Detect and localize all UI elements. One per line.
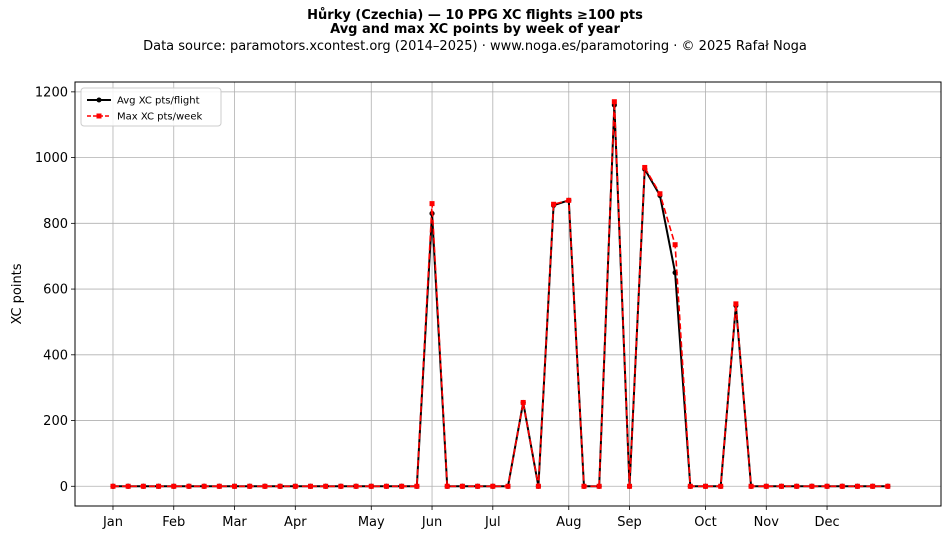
- data-point: [551, 201, 557, 207]
- data-point: [566, 197, 572, 203]
- series-line: [112, 104, 888, 488]
- data-point: [535, 483, 541, 489]
- x-tick-label: Nov: [754, 515, 780, 530]
- x-tick-label: Oct: [694, 515, 716, 530]
- axes: 0 200 400 600 800 1000 1200 Jan Feb Mar Apr May Jun J…: [35, 85, 840, 530]
- legend-marker: [96, 113, 102, 119]
- legend-marker: [96, 97, 102, 103]
- data-point: [140, 483, 146, 489]
- data-point: [627, 483, 633, 489]
- data-point: [110, 483, 116, 489]
- y-tick-label: 1000: [35, 151, 68, 166]
- y-tick-label: 600: [43, 283, 68, 298]
- data-point: [763, 483, 769, 489]
- data-point: [490, 483, 496, 489]
- data-point: [444, 483, 450, 489]
- series-layer: [110, 99, 891, 489]
- data-point: [414, 483, 420, 489]
- y-tick-label: 1200: [35, 85, 68, 100]
- x-tick-label: Jan: [102, 515, 123, 530]
- data-point: [262, 483, 268, 489]
- data-point: [718, 483, 724, 489]
- data-point: [323, 483, 329, 489]
- data-point: [307, 483, 313, 489]
- y-tick-label: 200: [43, 414, 68, 429]
- data-point: [794, 483, 800, 489]
- data-point: [885, 483, 891, 489]
- data-point: [581, 483, 587, 489]
- data-point: [611, 99, 617, 105]
- x-tick-label: May: [358, 515, 385, 530]
- chart-subtitle: Data source: paramotors.xcontest.org (20…: [143, 39, 807, 54]
- data-point: [277, 483, 283, 489]
- data-point: [672, 242, 678, 248]
- data-point: [353, 483, 359, 489]
- y-tick-label: 800: [43, 217, 68, 232]
- x-tick-label: Mar: [222, 515, 247, 530]
- legend: Avg XC pts/flight Max XC pts/week: [80, 87, 222, 127]
- data-point: [854, 483, 860, 489]
- data-point: [429, 201, 435, 207]
- data-point: [475, 483, 481, 489]
- y-tick-label: 0: [60, 480, 68, 495]
- data-point: [232, 483, 238, 489]
- data-point: [870, 483, 876, 489]
- x-tick-label: Apr: [284, 515, 307, 530]
- data-point: [687, 483, 693, 489]
- data-point: [399, 483, 405, 489]
- data-point: [383, 483, 389, 489]
- data-point: [171, 483, 177, 489]
- data-point: [642, 164, 648, 170]
- data-point: [703, 483, 709, 489]
- data-point: [292, 483, 298, 489]
- x-tick-label: Aug: [556, 515, 581, 530]
- y-axis-label: XC points: [10, 263, 25, 324]
- data-point: [520, 399, 526, 405]
- data-point: [733, 301, 739, 307]
- data-point: [809, 483, 815, 489]
- x-tick-label: Dec: [814, 515, 839, 530]
- data-point: [839, 483, 845, 489]
- data-point: [778, 483, 784, 489]
- legend-label: Max XC pts/week: [117, 112, 202, 123]
- data-point: [201, 483, 207, 489]
- x-tick-label: Sep: [617, 515, 642, 530]
- data-point: [338, 483, 344, 489]
- chart-title: Hůrky (Czechia) — 10 PPG XC flights ≥100…: [307, 8, 643, 23]
- y-tick-label: 400: [43, 348, 68, 363]
- data-point: [505, 483, 511, 489]
- x-tick-label: Jul: [484, 515, 501, 530]
- legend-box: [80, 87, 222, 127]
- data-point: [156, 483, 162, 489]
- data-point: [125, 483, 131, 489]
- data-point: [247, 483, 253, 489]
- x-tick-label: Jun: [421, 515, 442, 530]
- data-point: [657, 191, 663, 197]
- grid: [75, 82, 941, 506]
- legend-label: Avg XC pts/flight: [117, 96, 200, 107]
- series-line: [112, 100, 888, 488]
- chart-titles: Hůrky (Czechia) — 10 PPG XC flights ≥100…: [0, 9, 950, 55]
- data-point: [824, 483, 830, 489]
- plot-frame: [74, 81, 942, 507]
- data-point: [216, 483, 222, 489]
- data-point: [186, 483, 192, 489]
- data-point: [368, 483, 374, 489]
- chart-title-line2: Avg and max XC points by week of year: [330, 22, 620, 37]
- x-tick-label: Feb: [162, 515, 185, 530]
- data-point: [748, 483, 754, 489]
- data-point: [459, 483, 465, 489]
- data-point: [596, 483, 602, 489]
